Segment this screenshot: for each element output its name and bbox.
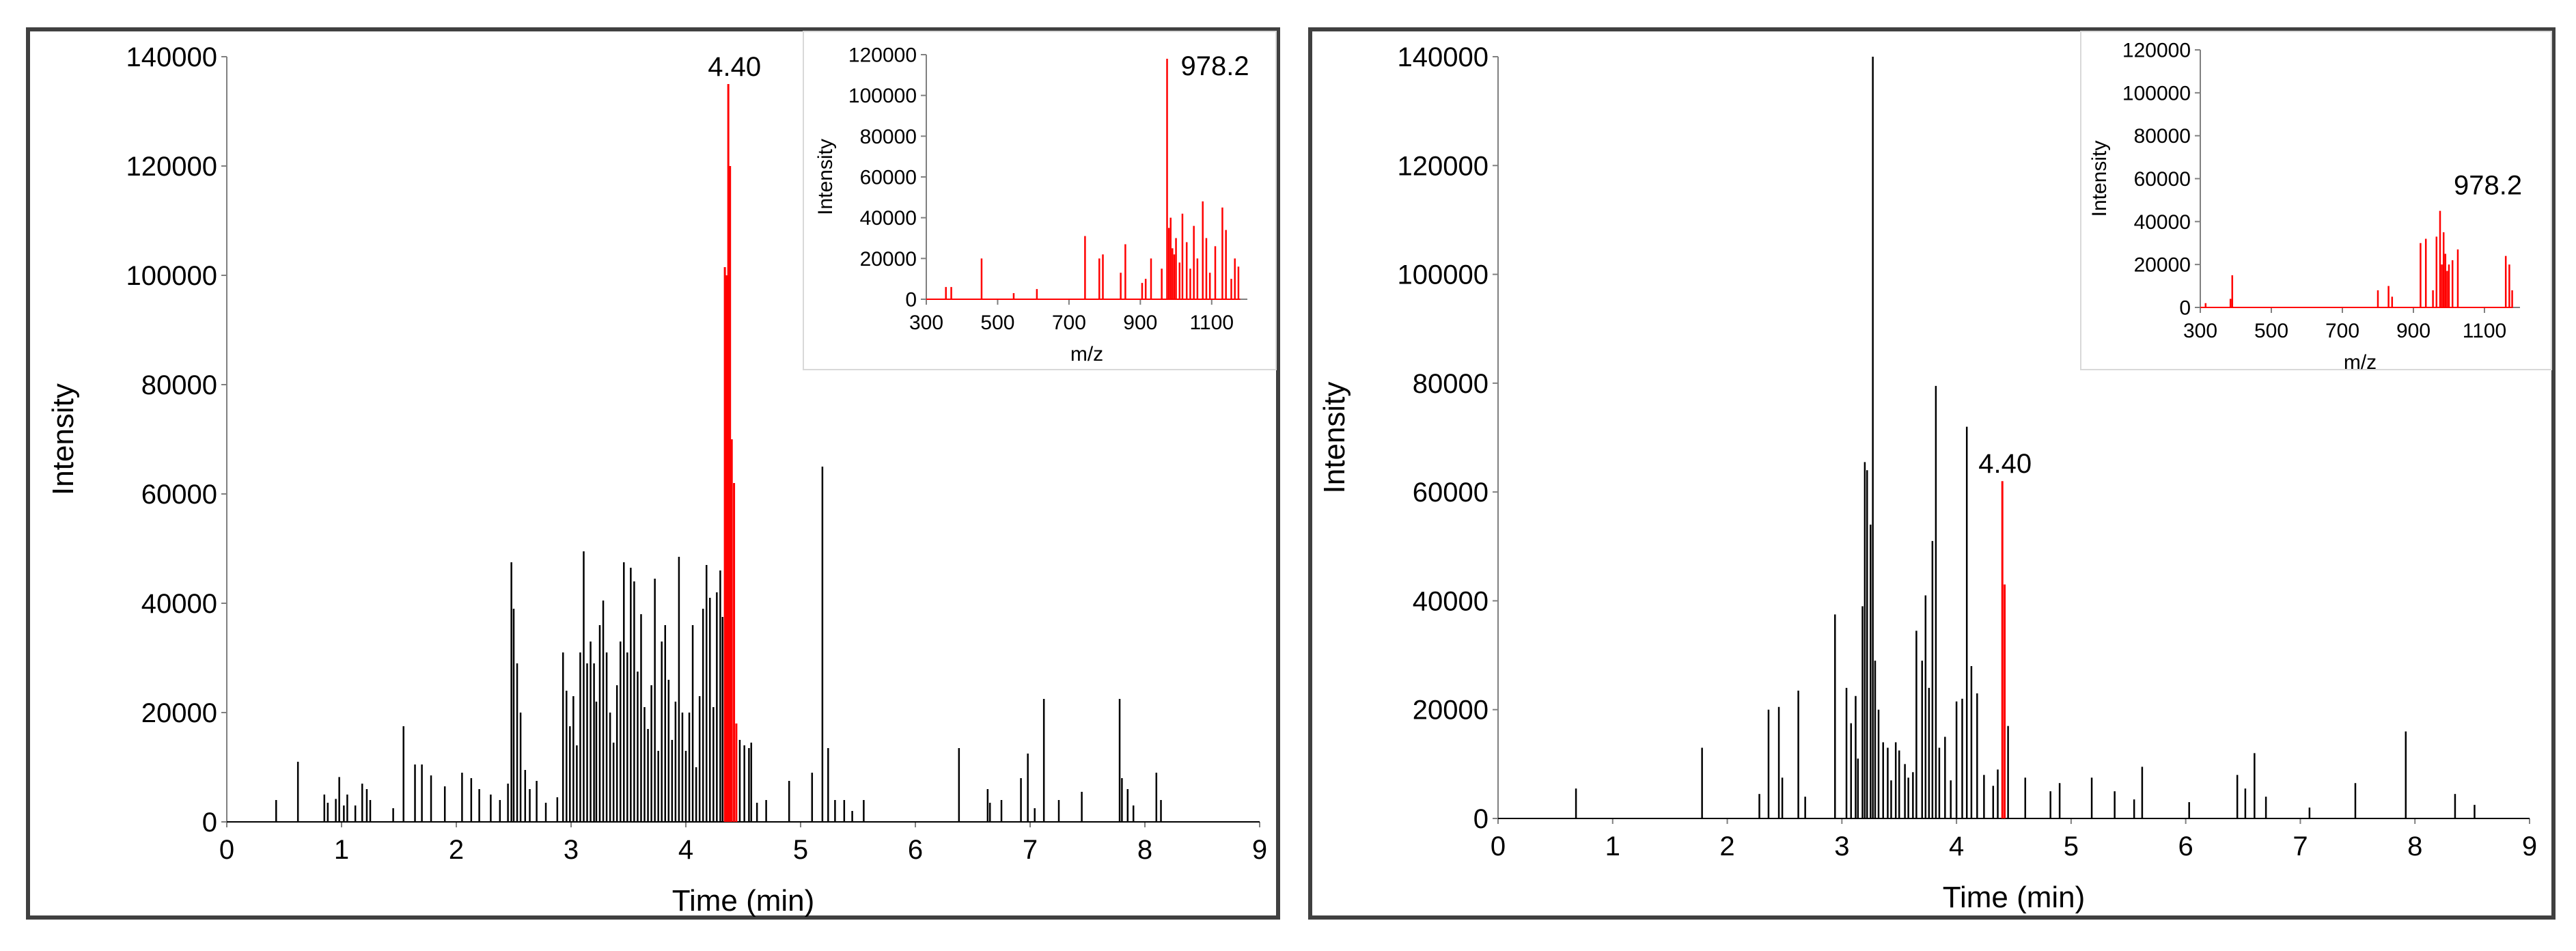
y-tick-label: 120000: [126, 152, 217, 182]
inset-x-tick-label: 700: [1052, 312, 1086, 334]
x-tick-label: 4: [1949, 831, 1964, 862]
y-tick-label: 60000: [141, 480, 217, 510]
y-tick-label: 60000: [1413, 478, 1488, 508]
y-tick-label: 100000: [1398, 260, 1488, 290]
inset-y-axis-title: Intensity: [814, 139, 837, 215]
y-tick-label: 80000: [1413, 369, 1488, 399]
y-tick-label: 20000: [141, 698, 217, 728]
inset-frame: [803, 31, 1277, 370]
y-tick-label: 40000: [141, 589, 217, 619]
inset-mass-spectrum: 0 20000 40000 60000 80000 100000 120000 300 500 7…: [803, 31, 1277, 370]
x-axis-title: Time (min): [1943, 881, 2086, 914]
y-tick-label: 0: [1473, 804, 1488, 834]
inset-mass-spectrum: 0 20000 40000 60000 80000 100000 120000 300 500 7…: [2080, 31, 2552, 374]
inset-x-tick-label: 1100: [2463, 320, 2507, 342]
y-tick-label: 100000: [126, 261, 217, 291]
x-tick-label: 7: [1023, 835, 1038, 865]
inset-x-tick-label: 900: [2396, 320, 2430, 342]
y-tick-label: 20000: [1413, 695, 1488, 726]
inset-peak-mz-label: 978.2: [2454, 171, 2522, 201]
inset-y-tick-label: 100000: [848, 85, 917, 107]
inset-x-tick-label: 300: [909, 312, 943, 334]
inset-y-tick-label: 60000: [2134, 168, 2191, 191]
y-tick-label: 140000: [1398, 42, 1488, 72]
y-axis-title: Intensity: [1318, 382, 1351, 494]
chromatogram-left: 0200004000060000800001000001200001400000…: [46, 31, 1277, 918]
inset-y-tick-label: 20000: [2134, 254, 2191, 277]
x-tick-label: 8: [2407, 831, 2422, 862]
chromatogram-panel-left: 0 20000 40000 60000 80000 100000 120000 140000 0…: [26, 27, 1280, 920]
x-tick-label: 5: [2064, 831, 2079, 862]
y-tick-label: 80000: [141, 370, 217, 400]
x-tick-label: 5: [793, 835, 808, 865]
y-tick-label: 0: [202, 808, 217, 838]
inset-y-axis-title: Intensity: [2088, 141, 2111, 217]
inset-y-tick-label: 40000: [2134, 211, 2191, 234]
peak-time-label: 4.40: [708, 52, 761, 82]
inset-x-axis-title: m/z: [2344, 351, 2377, 374]
inset-y-tick-label: 80000: [2134, 125, 2191, 148]
inset-y-tick-label: 80000: [860, 126, 917, 148]
peak-time-label: 4.40: [1978, 449, 2032, 479]
inset-x-tick-label: 500: [980, 312, 1014, 334]
x-tick-label: 6: [2178, 831, 2193, 862]
x-tick-label: 9: [2522, 831, 2537, 862]
inset-y-tick-label: 20000: [860, 248, 917, 271]
inset-y-tick-label: 60000: [860, 167, 917, 189]
x-tick-label: 2: [449, 835, 464, 865]
inset-peak-mz-label: 978.2: [1181, 51, 1249, 81]
x-tick-label: 0: [1491, 831, 1506, 862]
inset-y-tick-label: 120000: [2122, 40, 2191, 62]
chromatogram-right: 0200004000060000800001000001200001400000…: [1318, 31, 2552, 914]
inset-x-tick-label: 300: [2183, 320, 2217, 342]
inset-frame: [2080, 31, 2552, 370]
x-tick-label: 6: [908, 835, 923, 865]
inset-x-tick-label: 900: [1123, 312, 1157, 334]
inset-x-tick-label: 500: [2254, 320, 2288, 342]
inset-y-tick-label: 0: [905, 289, 917, 312]
x-tick-label: 4: [678, 835, 693, 865]
inset-y-tick-label: 40000: [860, 207, 917, 230]
x-tick-label: 3: [1834, 831, 1849, 862]
x-tick-label: 7: [2293, 831, 2308, 862]
inset-y-tick-label: 100000: [2122, 82, 2191, 105]
x-tick-label: 1: [1605, 831, 1620, 862]
inset-x-tick-label: 700: [2325, 320, 2359, 342]
x-tick-label: 3: [564, 835, 579, 865]
x-axis-title: Time (min): [672, 884, 815, 918]
chromatogram-panel-right: 0 20000 40000 60000 80000 100000 120000 140000 0…: [1308, 27, 2556, 920]
y-tick-label: 40000: [1413, 586, 1488, 616]
y-tick-label: 120000: [1398, 151, 1488, 181]
inset-x-tick-label: 1100: [1190, 312, 1234, 334]
main-plot: 0200004000060000800001000001200001400000…: [46, 42, 1267, 918]
y-axis-title: Intensity: [46, 383, 80, 495]
x-tick-label: 1: [334, 835, 349, 865]
x-tick-label: 9: [1252, 835, 1267, 865]
x-tick-label: 2: [1719, 831, 1734, 862]
inset-x-axis-title: m/z: [1070, 343, 1103, 366]
y-tick-label: 140000: [126, 42, 217, 72]
main-plot: 0200004000060000800001000001200001400000…: [1318, 42, 2537, 914]
inset-y-tick-label: 0: [2179, 297, 2191, 320]
x-tick-label: 8: [1137, 835, 1152, 865]
inset-y-tick-label: 120000: [848, 44, 917, 67]
x-tick-label: 0: [219, 835, 234, 865]
